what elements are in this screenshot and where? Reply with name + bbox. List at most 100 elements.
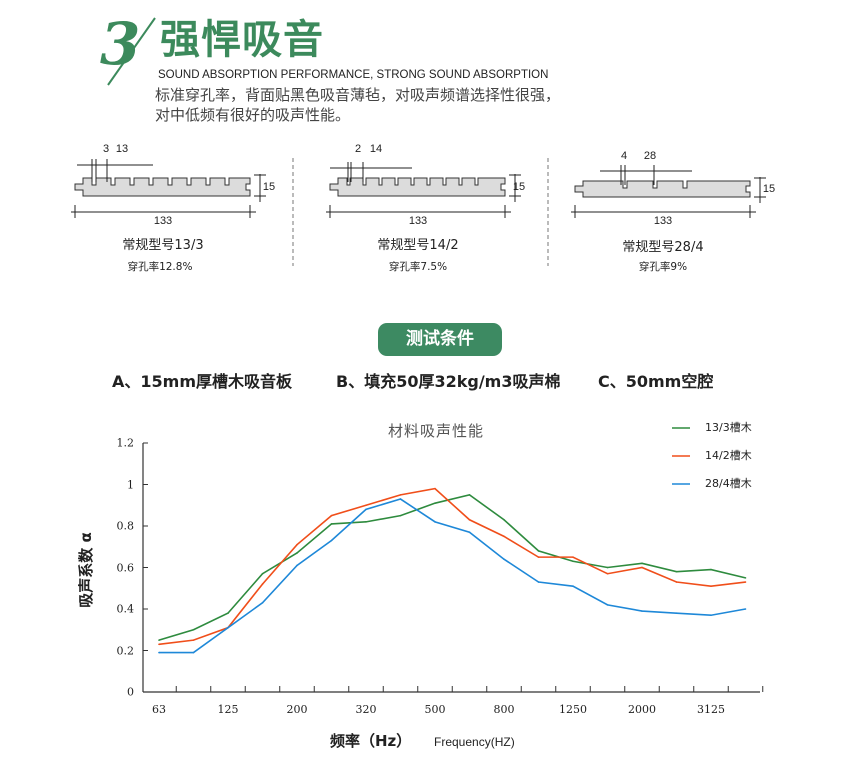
slot-width-label: 3 — [102, 143, 110, 155]
data-point — [675, 581, 678, 583]
data-point — [675, 570, 678, 573]
data-point — [744, 577, 747, 579]
x-tick-label: 3125 — [697, 703, 725, 716]
data-point — [158, 639, 160, 641]
perforation-rate: 穿孔率9% — [638, 261, 688, 273]
series-line-0 — [158, 494, 746, 641]
data-point — [468, 494, 471, 496]
data-point — [434, 487, 436, 490]
description-line: 标准穿孔率，背面贴黑色吸音薄毡，对吸声频谱选择性很强， — [155, 86, 561, 104]
x-tick-label: 63 — [152, 703, 166, 716]
y-tick-label: 1.2 — [116, 436, 135, 450]
board-profile — [574, 180, 751, 198]
condition-a: A、15mm厚槽木吸音板 — [112, 372, 292, 391]
series-line-1 — [158, 487, 746, 646]
x-tick-label: 1250 — [559, 703, 587, 716]
data-point — [572, 560, 574, 563]
perforation-rate: 穿孔率7.5% — [388, 261, 448, 273]
profile-name: 常规型号13/3 — [122, 238, 204, 253]
thickness-label: 15 — [512, 181, 526, 193]
data-point — [192, 628, 195, 631]
data-point — [434, 521, 436, 523]
legend-label: 13/3槽木 — [705, 421, 752, 434]
data-point — [503, 535, 505, 538]
legend-label: 14/2槽木 — [705, 449, 752, 462]
data-point — [606, 566, 609, 569]
data-point — [675, 612, 678, 614]
x-axis-label: 频率（Hz） — [330, 732, 412, 750]
data-point — [710, 568, 712, 571]
absorption-chart — [142, 427, 764, 693]
data-point — [365, 508, 367, 511]
width-label: 133 — [408, 215, 428, 227]
board-profile — [74, 177, 251, 197]
data-point — [606, 604, 609, 606]
width-label: 133 — [653, 215, 673, 227]
data-point — [641, 566, 643, 569]
x-tick-label: 320 — [355, 703, 377, 716]
data-point — [744, 608, 747, 610]
data-point — [158, 651, 160, 654]
data-point — [227, 626, 229, 629]
subtitle: SOUND ABSORPTION PERFORMANCE, STRONG SOU… — [158, 69, 549, 81]
y-tick-label: 0.2 — [116, 644, 135, 657]
data-point — [572, 556, 574, 558]
board-profiles — [71, 159, 766, 218]
y-tick-label: 0.4 — [116, 602, 135, 616]
pitch-label: 13 — [115, 143, 129, 155]
data-point — [261, 572, 264, 575]
data-point — [261, 601, 264, 604]
width-label: 133 — [153, 215, 173, 227]
data-point — [330, 539, 333, 542]
slot-width-label: 4 — [620, 150, 628, 162]
data-point — [330, 523, 333, 525]
y-tick-label: 0 — [127, 685, 134, 699]
data-point — [365, 521, 367, 523]
data-point — [158, 643, 160, 646]
legend-label: 28/4槽木 — [705, 477, 752, 490]
data-point — [399, 498, 402, 500]
test-conditions-button[interactable]: 测试条件 — [378, 323, 502, 356]
data-point — [641, 610, 643, 612]
pitch-label: 14 — [369, 143, 383, 155]
data-point — [296, 564, 298, 567]
data-point — [434, 502, 436, 504]
data-point — [572, 585, 574, 587]
data-point — [710, 585, 712, 587]
data-point — [296, 552, 298, 554]
data-point — [537, 581, 540, 583]
condition-b: B、填充50厚32kg/m3吸声棉 — [336, 372, 561, 391]
data-point — [365, 504, 367, 507]
data-point — [296, 543, 298, 546]
slash-divider — [107, 17, 156, 86]
data-point — [192, 639, 195, 641]
section-number: 3 — [100, 10, 141, 78]
y-tick-label: 0.8 — [116, 519, 135, 533]
y-tick-label: 0.6 — [116, 561, 135, 574]
data-point — [227, 612, 229, 614]
x-tick-label: 200 — [286, 703, 308, 716]
profile-name: 常规型号14/2 — [377, 238, 459, 253]
data-point — [399, 494, 402, 496]
description-line: 对中低频有很好的吸声性能。 — [155, 106, 351, 124]
data-point — [641, 562, 643, 565]
data-point — [261, 583, 264, 585]
data-point — [537, 550, 540, 552]
data-point — [710, 614, 712, 617]
condition-c: C、50mm空腔 — [598, 372, 714, 391]
thickness-label: 15 — [262, 181, 276, 193]
x-tick-label: 800 — [493, 703, 515, 716]
slot-width-label: 2 — [354, 143, 362, 155]
data-point — [537, 556, 540, 558]
data-point — [468, 518, 471, 521]
board-profile — [329, 177, 506, 197]
y-tick-label: 1 — [127, 478, 134, 491]
data-point — [330, 514, 333, 517]
perforation-rate: 穿孔率12.8% — [127, 261, 193, 273]
data-point — [606, 572, 609, 575]
x-axis-label-en: Frequency(HZ) — [434, 735, 515, 749]
page-title: 强悍吸音 — [160, 16, 324, 63]
data-point — [744, 581, 747, 583]
